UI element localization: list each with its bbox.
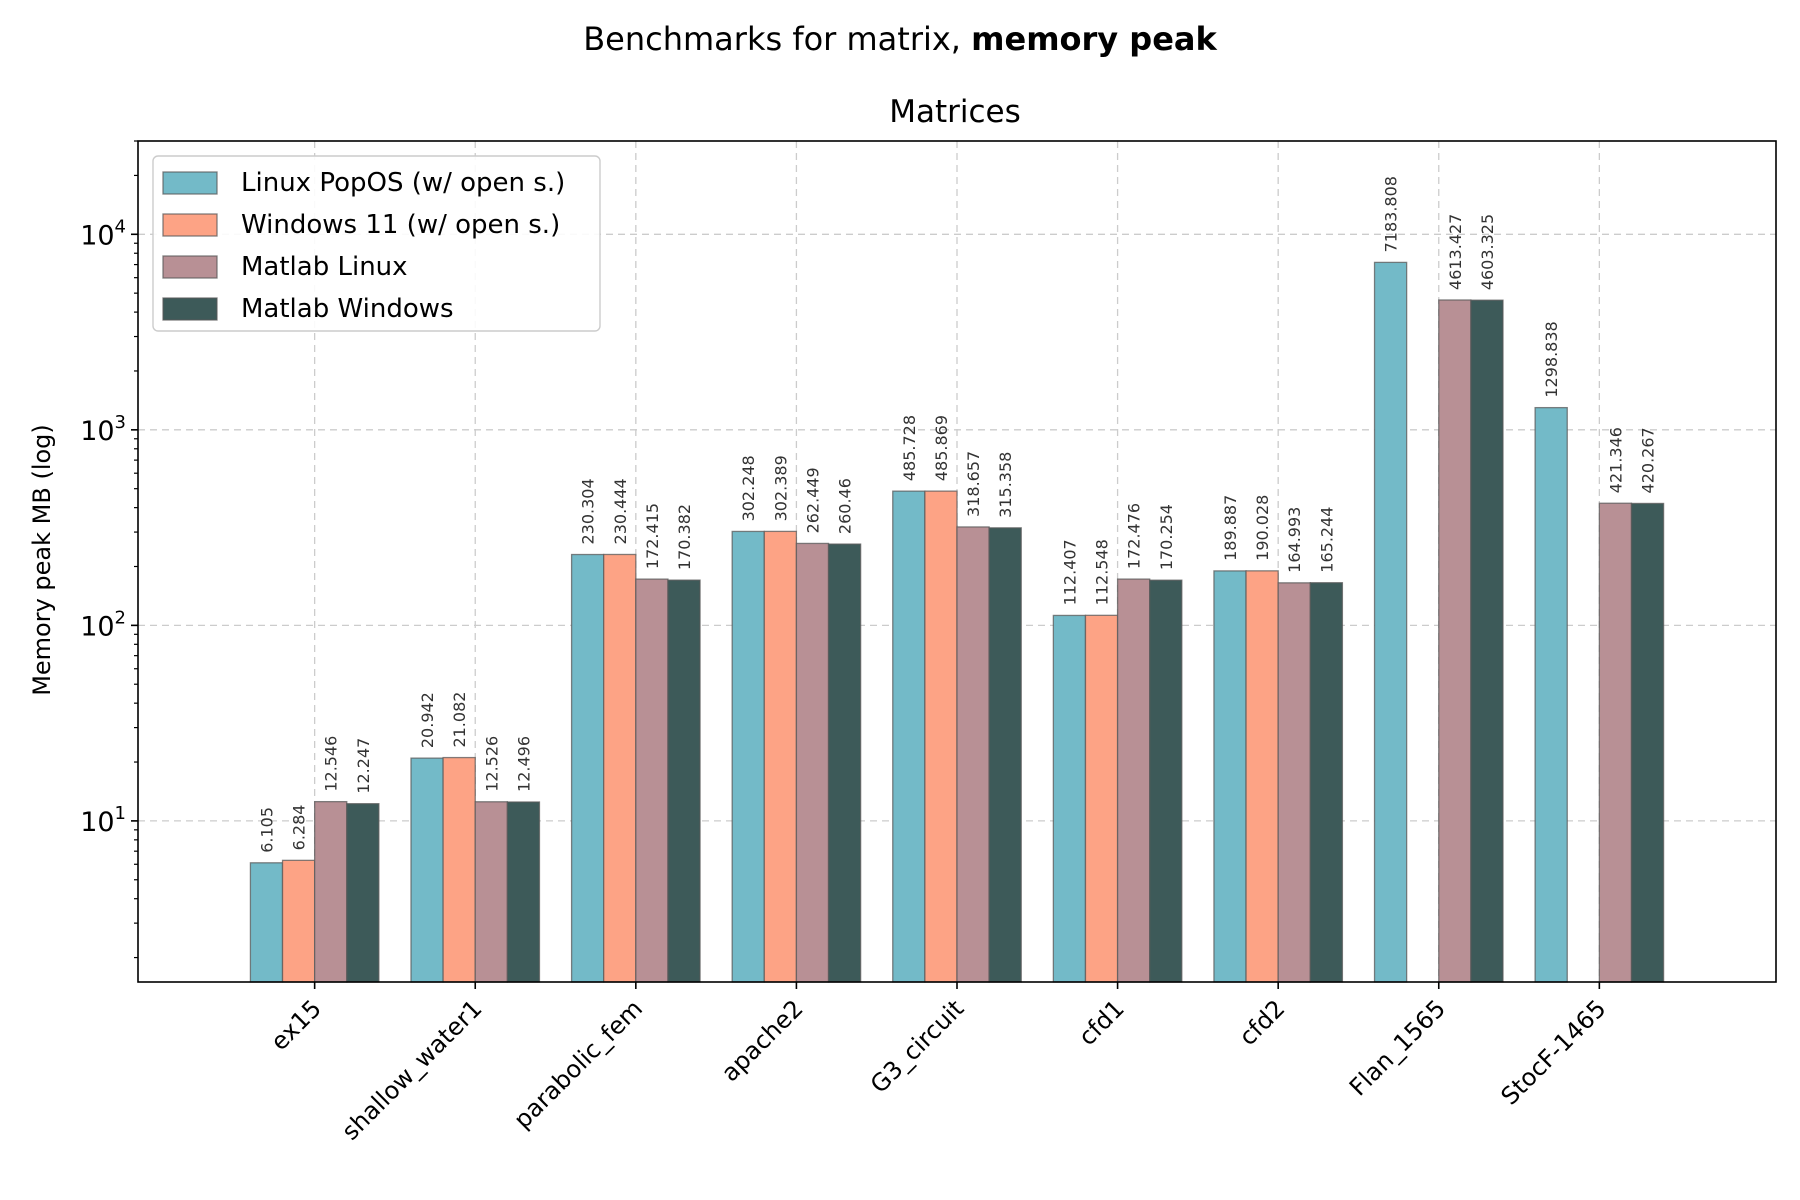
bar [442,756,476,983]
bar-value-label: 12.247 [354,738,373,794]
bar-value-label: 172.476 [1125,503,1144,569]
bar [570,553,605,983]
x-tick-label: shallow_water1 [336,994,487,1145]
y-axis-label: Memory peak MB (log) [28,424,56,696]
bar [956,526,990,983]
bar [1534,406,1568,983]
bar-value-label: 6.105 [257,807,276,853]
bar-value-label: 12.526 [482,736,501,792]
bar [763,530,798,983]
bar [249,862,284,983]
y-tick-label: 102 [80,607,126,642]
bar [1309,582,1344,983]
bar [281,859,316,983]
bar [988,527,1022,983]
bar-value-label: 262.449 [803,467,822,533]
legend-swatch [162,171,218,195]
y-tick-label: 103 [80,412,126,447]
bar [1470,299,1504,983]
bar [892,490,926,983]
legend-swatch [162,297,218,321]
bar [1052,614,1087,983]
bar [1438,299,1472,983]
bar-value-label: 485.728 [900,415,919,481]
bar-value-label: 260.46 [836,478,855,534]
bar [1116,578,1151,983]
value-labels-layer: 6.105 20.942 230.304 302.248 485.728 112.407 1… [257,176,1657,853]
bar [1277,582,1311,983]
bar [1084,614,1119,983]
bar [1630,502,1665,983]
chart-suptitle: Benchmarks for matrix, memory peak [583,20,1217,58]
bar-value-label: 318.657 [964,451,983,517]
bar-value-label: 172.415 [643,503,662,569]
bar-value-label: 230.304 [579,478,598,544]
bar-value-label: 165.244 [1317,507,1336,573]
x-tick-label: StocF-1465 [1496,994,1612,1110]
bar-value-label: 112.407 [1060,539,1079,605]
bar-value-label: 4613.427 [1446,214,1465,290]
x-tick-label: apache2 [716,994,809,1087]
bar-value-label: 190.028 [1253,495,1272,561]
bar-value-label: 7183.808 [1382,176,1401,252]
bar-value-label: 112.548 [1093,539,1112,605]
bar-value-label: 21.082 [450,692,469,748]
bar [924,490,958,983]
bar [731,530,765,983]
bar [827,543,862,983]
bar-value-label: 189.887 [1221,495,1240,561]
bar [635,578,669,983]
bar-value-label: 4603.325 [1478,214,1497,290]
legend-frame [152,155,601,332]
legend-entry-label: Windows 11 (w/ open s.) [241,210,560,240]
bar-value-label: 164.993 [1285,507,1304,573]
suptitle-bold: memory peak [971,20,1217,58]
bar-value-label: 420.267 [1639,427,1658,493]
bar [346,803,380,983]
legend-swatch [162,213,218,237]
x-tick-label: parabolic_fem [508,994,648,1134]
bar-value-label: 6.284 [290,805,309,851]
legend-entry-label: Matlab Windows [241,294,454,324]
bar [410,757,444,983]
bar-value-label: 302.389 [771,455,790,521]
bar-value-label: 12.546 [322,736,341,792]
x-tick-label: Flan_1565 [1344,994,1451,1101]
bar [1213,570,1247,983]
bars-layer [249,261,1665,983]
legend-entry-label: Linux PopOS (w/ open s.) [241,168,565,198]
y-tick-label: 104 [80,216,126,251]
legend-entry-label: Matlab Linux [241,252,408,282]
bar [1373,261,1408,983]
legend: Linux PopOS (w/ open s.) Windows 11 (w/ o… [152,155,601,332]
bar [603,553,637,983]
bar [313,800,348,983]
bar [1149,579,1183,983]
legend-swatch [162,255,218,279]
y-tick-label: 101 [80,803,126,838]
suptitle-prefix: Benchmarks for matrix, [583,20,971,58]
bar-value-label: 315.358 [996,452,1015,518]
bar-value-label: 485.869 [932,415,951,481]
bar-value-label: 170.254 [1157,504,1176,570]
bar [667,579,701,983]
chart-title: Matrices [889,94,1021,130]
bar-value-label: 20.942 [418,692,437,748]
bar-value-label: 1298.838 [1542,321,1561,397]
x-tick-label: cfd1 [1073,994,1130,1051]
bar [795,542,830,983]
bar [1245,570,1279,983]
bar-value-label: 421.346 [1606,427,1625,493]
x-tick-label: cfd2 [1234,994,1291,1051]
bar-value-label: 170.382 [675,504,694,570]
bar [474,801,509,983]
bar [506,801,541,983]
bar-value-label: 230.444 [611,478,630,544]
x-tick-label: G3_circuit [865,994,969,1098]
bar-value-label: 302.248 [739,455,758,521]
x-tick-label: ex15 [265,994,327,1056]
bar-value-label: 12.496 [514,736,533,792]
bar [1598,502,1633,983]
